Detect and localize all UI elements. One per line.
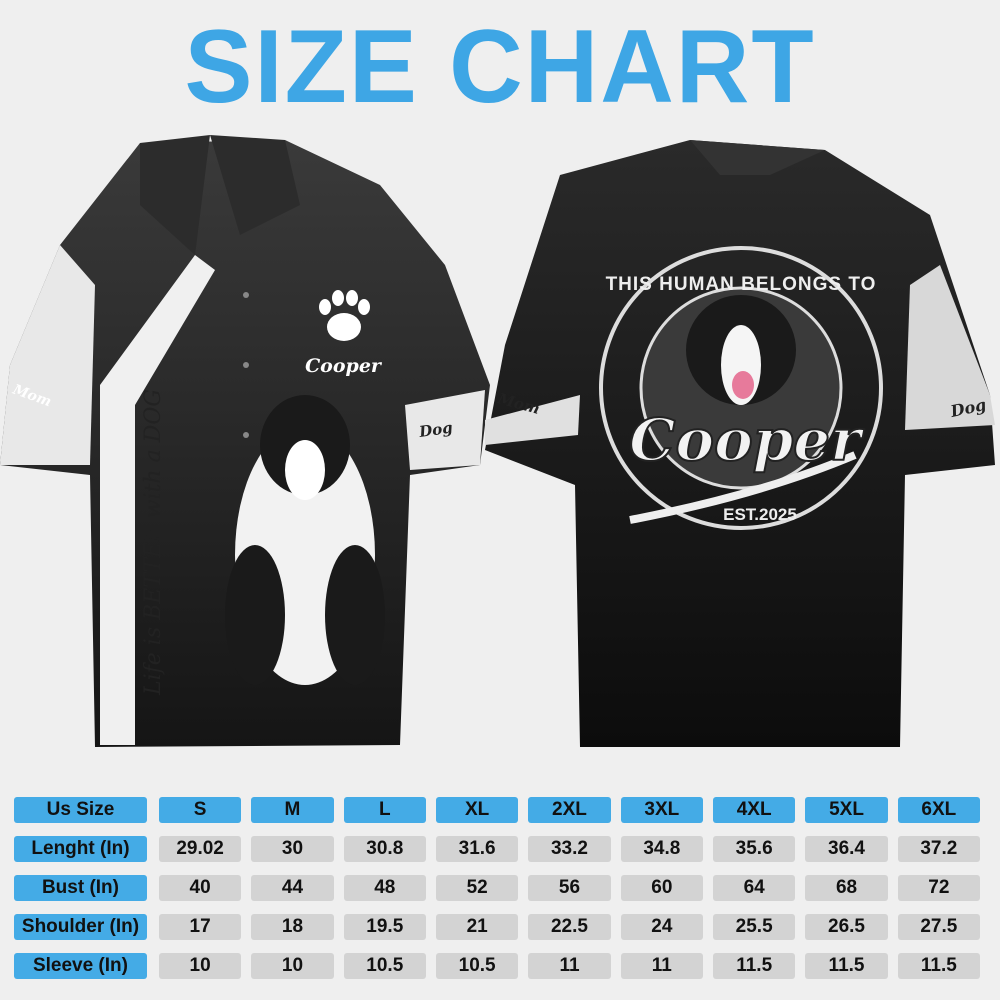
table-cell: 30.8 [343,836,426,862]
table-cell: 24 [620,914,703,940]
table-cell: 60 [620,875,703,901]
table-row: Shoulder (In) 17 18 19.5 21 22.5 24 25.5 26.5 27.… [14,914,990,940]
front-sleeve-right-text: Dog [417,418,454,441]
table-cell: 36.4 [805,836,888,862]
est-text: EST.2025 [723,505,797,524]
table-cell: 72 [897,875,981,901]
size-header: 6XL [897,797,981,823]
table-cell: 56 [528,875,611,901]
table-cell: 48 [343,875,426,901]
table-cell: 52 [435,875,519,901]
size-header: 4XL [713,797,796,823]
table-cell: 31.6 [435,836,519,862]
table-cell: 18 [251,914,334,940]
size-header: 2XL [528,797,611,823]
table-row: Lenght (In) 29.02 30 30.8 31.6 33.2 34.8 35.6 36… [14,836,990,862]
row-label: Lenght (In) [14,836,147,862]
row-label: Shoulder (In) [14,914,147,940]
size-table: Us Size S M L XL 2XL 3XL 4XL 5XL 6XL Len… [14,797,990,992]
table-cell: 35.6 [713,836,796,862]
table-cell: 30 [251,836,334,862]
table-cell: 33.2 [528,836,611,862]
back-pet-name: Cooper [629,406,865,474]
table-cell: 37.2 [897,836,981,862]
table-cell: 29.02 [158,836,242,862]
table-cell: 19.5 [343,914,426,940]
row-label: Us Size [14,797,147,823]
table-header-row: Us Size S M L XL 2XL 3XL 4XL 5XL 6XL [14,797,990,823]
row-label: Bust (In) [14,875,147,901]
table-cell: 44 [251,875,334,901]
table-cell: 40 [158,875,242,901]
table-cell: 34.8 [620,836,703,862]
table-cell: 17 [158,914,242,940]
size-header: XL [435,797,519,823]
front-slogan: Life is BETTER with a DOG [141,389,166,696]
front-pet-name: Cooper [305,355,383,377]
table-cell: 26.5 [805,914,888,940]
table-row: Sleeve (In) 10 10 10.5 10.5 11 11 11.5 11.5 11.5 [14,953,990,979]
table-cell: 10.5 [343,953,426,979]
size-header: S [158,797,242,823]
table-row: Bust (In) 40 44 48 52 56 60 64 68 72 [14,875,990,901]
table-cell: 11.5 [713,953,796,979]
table-cell: 11.5 [805,953,888,979]
page-title: SIZE CHART [184,9,816,125]
front-shirt: Cooper Life is BETTER with a DOG Mom Dog [0,135,490,747]
table-cell: 27.5 [897,914,981,940]
row-label: Sleeve (In) [14,953,147,979]
table-cell: 68 [805,875,888,901]
size-header: 5XL [805,797,888,823]
size-header: 3XL [620,797,703,823]
table-cell: 25.5 [713,914,796,940]
table-cell: 22.5 [528,914,611,940]
badge-text: THIS HUMAN BELONGS TO [606,274,877,295]
table-cell: 21 [435,914,519,940]
table-cell: 10 [158,953,242,979]
table-cell: 10.5 [435,953,519,979]
paw-icon [319,290,370,341]
back-shirt: THIS HUMAN BELONGS TO Cooper EST.2025 Mo… [485,140,995,747]
size-header: L [343,797,426,823]
shirt-images: Cooper Life is BETTER with a DOG Mom Dog… [0,135,995,747]
size-header: M [251,797,334,823]
table-cell: 11.5 [897,953,981,979]
table-cell: 11 [528,953,611,979]
table-cell: 64 [713,875,796,901]
table-cell: 11 [620,953,703,979]
table-cell: 10 [251,953,334,979]
